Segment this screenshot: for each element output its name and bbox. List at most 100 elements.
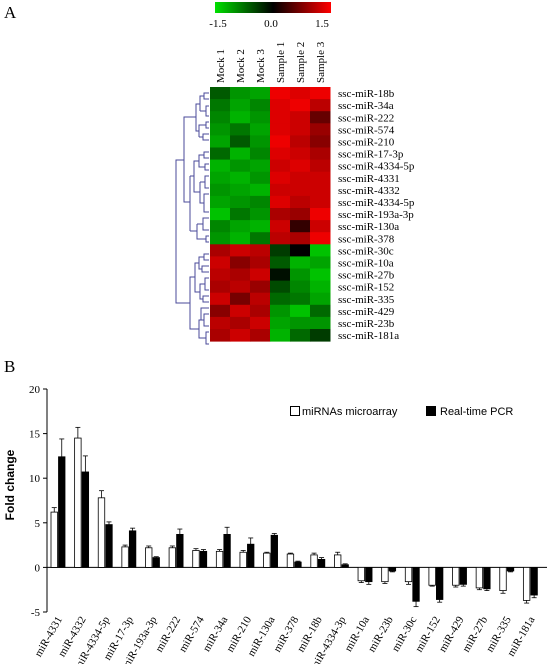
heatmap-cell	[310, 87, 331, 100]
heatmap-column-label: Sample 2	[295, 42, 307, 83]
heatmap-cell	[310, 232, 331, 245]
heatmap-cell	[270, 220, 291, 233]
heatmap-cell	[250, 123, 271, 136]
heatmap-cell	[250, 329, 271, 342]
heatmap-cell	[270, 171, 291, 185]
heatmap-cell	[230, 99, 251, 112]
bar-realtime-pcr	[176, 533, 184, 568]
heatmap-cell	[290, 316, 311, 330]
heatmap-cell	[210, 171, 231, 185]
heatmap-cell	[230, 304, 251, 318]
heatmap-cell	[290, 111, 311, 124]
heatmap-cell	[310, 304, 331, 318]
heatmap-dendrogram	[175, 92, 209, 345]
heatmap-cell	[250, 292, 271, 306]
bar-realtime-pcr	[412, 567, 420, 602]
color-scale-bar	[215, 2, 331, 13]
bar-realtime-pcr	[58, 456, 66, 568]
heatmap-row-label: ssc-miR-4334-5p	[338, 197, 415, 209]
heatmap-cell	[290, 268, 311, 282]
heatmap-cell	[250, 147, 271, 161]
heatmap-cell	[230, 159, 251, 173]
color-scale-min-label: -1.5	[209, 18, 227, 30]
legend-label-realtime-pcr: Real-time PCR	[440, 406, 513, 418]
heatmap-cell	[210, 159, 231, 173]
heatmap-cell	[290, 329, 311, 342]
heatmap-row-label: ssc-miR-17-3p	[338, 149, 404, 161]
heatmap-cell	[310, 268, 331, 282]
bar-microarray	[192, 550, 200, 568]
heatmap-row-label: ssc-miR-378	[338, 233, 395, 245]
heatmap-column-label: Sample 3	[315, 41, 327, 83]
heatmap-cell	[270, 87, 291, 100]
heatmap-cell	[290, 123, 311, 136]
heatmap-cell	[230, 87, 251, 100]
heatmap-cell	[290, 135, 311, 148]
heatmap-cell	[230, 147, 251, 161]
heatmap-cell	[310, 292, 331, 306]
heatmap-cell	[210, 304, 231, 318]
heatmap-cell	[250, 99, 271, 112]
bar-realtime-pcr	[247, 543, 255, 568]
bar-microarray	[452, 567, 460, 586]
heatmap-cell	[250, 280, 271, 294]
heatmap-cell	[250, 304, 271, 318]
heatmap-cell	[250, 208, 271, 221]
heatmap-cell	[270, 147, 291, 161]
bar-microarray	[168, 547, 176, 568]
bar-microarray	[145, 547, 153, 568]
bar-microarray	[215, 550, 224, 568]
heatmap-cell	[250, 87, 271, 100]
heatmap-row-label: ssc-miR-10a	[338, 257, 394, 269]
heatmap-cell	[310, 99, 331, 112]
heatmap-cell	[210, 147, 231, 161]
heatmap-cell	[230, 135, 251, 148]
bar-realtime-pcr	[317, 558, 326, 568]
panel-b-label: B	[4, 357, 15, 376]
heatmap-column-label: Mock 1	[215, 49, 227, 83]
heatmap-row-label: ssc-miR-193a-3p	[338, 209, 414, 221]
heatmap-cell	[230, 171, 251, 185]
bar-realtime-pcr	[223, 533, 231, 568]
heatmap-cell	[230, 111, 251, 124]
heatmap-cell	[270, 268, 291, 282]
bar-microarray	[310, 554, 318, 568]
heatmap-cell	[290, 183, 311, 197]
bar-realtime-pcr	[270, 534, 278, 568]
heatmap-cell	[250, 111, 271, 124]
heatmap-cell	[310, 147, 331, 161]
heatmap-cell	[310, 171, 331, 185]
heatmap-cell	[270, 195, 291, 209]
heatmap-row-label: ssc-miR-4332	[338, 185, 400, 197]
heatmap-cell	[310, 280, 331, 294]
heatmap-cell	[290, 208, 311, 221]
heatmap-cell	[210, 256, 231, 269]
heatmap-cell	[230, 220, 251, 233]
bar-realtime-pcr	[294, 561, 302, 568]
heatmap-cell	[210, 268, 231, 282]
heatmap-cell	[210, 183, 231, 197]
heatmap-cell	[270, 280, 291, 294]
color-scale-mid-label: 0.0	[264, 18, 278, 30]
bar-realtime-pcr	[105, 524, 113, 568]
bar-realtime-pcr	[506, 567, 515, 572]
heatmap-cell	[270, 135, 291, 148]
heatmap-cell	[210, 195, 231, 209]
y-tick-label: 15	[29, 429, 41, 441]
bar-chart-axes: 20 15 10 5 0 -5	[29, 384, 547, 619]
heatmap-row-label: ssc-miR-18b	[338, 88, 395, 100]
heatmap-column-label: Mock 2	[235, 49, 247, 83]
bar-microarray	[50, 511, 58, 568]
heatmap-cell	[210, 280, 231, 294]
heatmap-cell	[290, 159, 311, 173]
heatmap-cell	[310, 123, 331, 136]
heatmap-cell	[270, 183, 291, 197]
heatmap-cell	[290, 147, 311, 161]
y-tick-label: 20	[29, 384, 41, 396]
heatmap-cell	[230, 232, 251, 245]
heatmap-cell	[290, 304, 311, 318]
heatmap-cell	[250, 171, 271, 185]
legend-label-microarray: miRNAs microarray	[302, 406, 398, 418]
bar-realtime-pcr	[388, 567, 397, 572]
heatmap-cell	[270, 329, 291, 342]
